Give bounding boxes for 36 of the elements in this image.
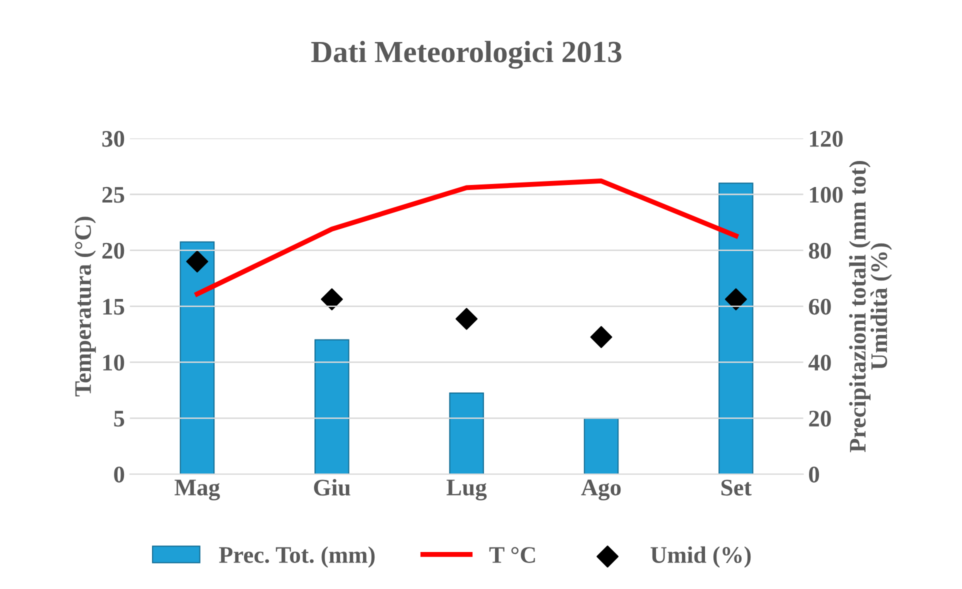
y-tick-label: 25 [102, 186, 124, 203]
bar [449, 392, 484, 474]
bar [584, 418, 619, 474]
bar [180, 241, 215, 474]
y-tick-label: 20 [102, 242, 124, 259]
legend-label: Prec. Tot. (mm) [219, 546, 375, 568]
x-tick-label: Mag [174, 480, 220, 500]
y-tick-label: 15 [103, 298, 124, 315]
y2-tick-label: 80 [808, 242, 831, 259]
y2-tick-label: 0 [809, 466, 820, 483]
x-tick-label: Set [721, 480, 752, 496]
x-tick-label: Giu [314, 479, 350, 496]
y-tick-label: 0 [114, 466, 124, 483]
point [724, 288, 747, 310]
y2-tick-label: 100 [810, 186, 843, 203]
point [590, 326, 612, 348]
legend-label: T °C [489, 547, 535, 563]
bar [314, 339, 350, 474]
y-axis-title: Temperatura (°C) [74, 216, 96, 396]
y2-axis-title: Precipitazioni totali (mm tot) Umidità (%) [849, 160, 892, 452]
y2-tick-label: 20 [809, 410, 831, 427]
y2-tick-label: 120 [810, 130, 843, 147]
point [320, 288, 343, 310]
y-tick-label: 5 [114, 410, 124, 427]
y-tick-label: 10 [103, 354, 124, 371]
chart-title: Dati Meteorologici 2013 [311, 40, 622, 69]
line-series [194, 178, 738, 296]
point [186, 250, 208, 273]
x-tick-label: Ago [581, 480, 621, 500]
point [456, 308, 478, 330]
y-tick-label: 30 [102, 130, 124, 147]
y2-tick-label: 60 [808, 298, 831, 315]
legend-label: Umid (%) [650, 546, 751, 568]
bar [718, 182, 754, 474]
x-tick-label: Lug [446, 480, 487, 500]
y2-tick-label: 40 [808, 354, 831, 371]
